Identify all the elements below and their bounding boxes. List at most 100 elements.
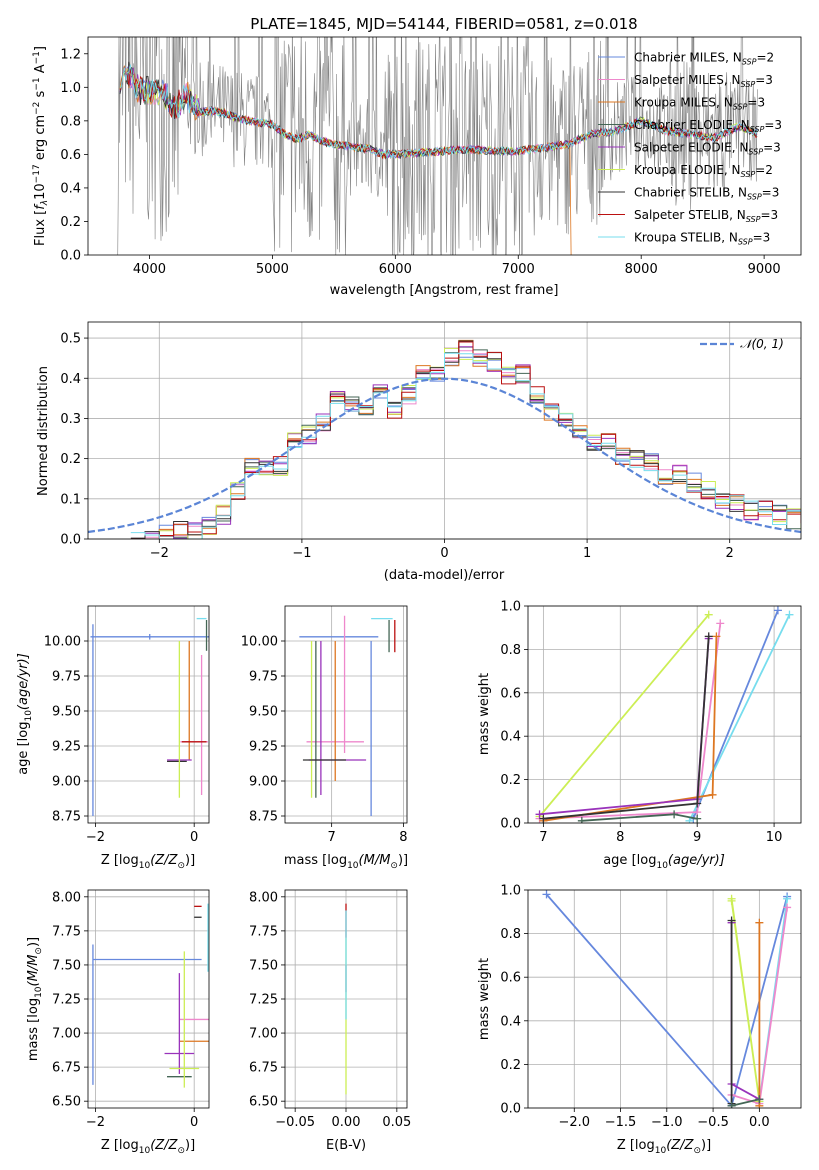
y-tick-label: 7.00 (52, 1027, 81, 1042)
x-tick-label: 7 (328, 830, 336, 845)
y-tick-label: 1.2 (60, 47, 81, 62)
label-part: ⊙ (177, 861, 185, 871)
weight-line-3 (688, 614, 791, 822)
y-tick-label: 0.6 (60, 148, 81, 163)
label-part: mass [log (284, 853, 347, 868)
x-axis-label: (data-model)/error (384, 568, 505, 583)
weight-marker (727, 1101, 736, 1108)
y-tick-label: 7.75 (249, 924, 278, 939)
x-axis-label: Z [log10(Z/Z⊙)] (101, 853, 195, 871)
label-part: 10 (656, 861, 668, 871)
y-tick-label: 0.4 (60, 372, 81, 387)
weight-line-1 (538, 614, 710, 818)
label-part: (Z/Z (666, 1138, 694, 1153)
plot-area (92, 903, 209, 1088)
label-part: )] (185, 853, 195, 868)
plot-area (299, 615, 396, 816)
x-tick-label: 0 (440, 546, 448, 561)
label-part: = (755, 163, 765, 177)
histogram-series-9 (130, 352, 801, 539)
axes-frame (527, 605, 802, 824)
y-axis-label: Normed distribution (36, 366, 51, 496)
y-tick-label: 0.0 (500, 817, 521, 832)
y-tick-label: 0.2 (500, 1058, 521, 1073)
label-part: N (738, 186, 747, 200)
y-tick-label: 6.75 (52, 1061, 81, 1076)
figure-title: PLATE=1845, MJD=54144, FIBERID=0581, z=0… (250, 15, 637, 33)
label-part: Flux [ (33, 210, 48, 246)
y-tick-label: 0.4 (500, 1014, 521, 1029)
label-part: Z [log (101, 853, 139, 868)
label-part: (Z/Z (150, 1138, 178, 1153)
legend-label-9: Kroupa STELIB, NSSP=3 (634, 231, 770, 247)
weight-line-4 (539, 623, 722, 820)
label-part: = (753, 231, 763, 245)
model-spectrum-line-9 (119, 64, 758, 159)
weight-marker (693, 799, 702, 808)
spectrum-panel: 4000 5000 6000 7000 8000 9000 0.0 0.2 0.4 0.6 0.8 1… (32, 36, 802, 298)
x-tick-label: 7 (539, 830, 547, 845)
label-part: −2 (32, 102, 42, 115)
weight-marker (704, 632, 713, 641)
label-part: 3 (757, 96, 765, 110)
y-axis-label: mass [log10(M/M⊙)] (26, 937, 44, 1061)
label-part: 10 (139, 1146, 151, 1156)
observed-spectrum-line (117, 37, 758, 255)
y-tick-label: 10.00 (44, 635, 81, 650)
axes-frame (284, 605, 408, 824)
y-tick-label: 0.2 (60, 215, 81, 230)
weight-marker (704, 610, 713, 619)
x-axis-label: E(B-V) (326, 1138, 366, 1153)
x-axis-label: wavelength [Angstrom, rest frame] (330, 283, 559, 298)
y-tick-label: 0.2 (60, 452, 81, 467)
x-tick-label: 5000 (256, 262, 289, 277)
label-part: −1 (32, 51, 42, 64)
histogram-series-2 (130, 350, 801, 539)
y-tick-label: 10.00 (241, 635, 278, 650)
legend-label-6: Kroupa ELODIE, NSSP=2 (634, 163, 773, 179)
x-tick-label: −2 (150, 546, 169, 561)
weight-marker (577, 816, 586, 823)
weight-marker (755, 1095, 764, 1104)
x-tick-label: 7000 (502, 262, 535, 277)
label-part: N (741, 118, 750, 132)
y-tick-label: 8.75 (52, 810, 81, 825)
weight-marker (535, 810, 544, 819)
y-tick-label: 0.2 (500, 773, 521, 788)
y-tick-label: 0.1 (60, 492, 81, 507)
y-tick-label: 0.0 (60, 249, 81, 264)
label-part: SSP (733, 103, 748, 112)
y-tick-label: 7.25 (249, 993, 278, 1008)
y-axis-label: age [log10(age/yr)] (16, 653, 34, 775)
model-spectrum-line-5 (119, 66, 758, 159)
x-tick-label: 6000 (379, 262, 412, 277)
y-axis-label: mass weight (477, 958, 492, 1040)
label-part: Z [log (101, 1138, 139, 1153)
y-tick-label: 0.8 (60, 114, 81, 129)
label-part: N (724, 96, 733, 110)
legend-label-normal: 𝒩(0, 1) (740, 337, 784, 351)
label-part: Chabrier MILES, (634, 51, 733, 65)
label-part: SSP (747, 193, 762, 202)
y-tick-label: 7.00 (249, 1027, 278, 1042)
label-part: age [log (603, 853, 656, 868)
label-part: (M/M (26, 955, 41, 987)
legend-label-4: Chabrier ELODIE, NSSP=3 (634, 118, 782, 134)
x-tick-label: 8 (399, 830, 407, 845)
y-axis-label: mass weight (477, 673, 492, 755)
y-tick-label: 0.0 (60, 533, 81, 548)
histogram-series-8 (130, 341, 801, 539)
label-part: 3 (772, 186, 780, 200)
y-tick-label: 0.6 (500, 686, 521, 701)
age-vs-mass-panel: 7 8 8.75 9.00 9.25 9.50 9.75 10.00 mass [log10(M… (241, 605, 408, 871)
label-part: (age/yr)] (668, 853, 725, 868)
label-part: Salpeter ELODIE, (634, 141, 739, 155)
weight-marker (693, 814, 702, 823)
x-tick-label: 0.0 (749, 1115, 770, 1130)
weight-marker (685, 816, 694, 823)
weight-marker (773, 606, 782, 615)
label-part: (Z/Z (150, 853, 178, 868)
label-part: 3 (771, 208, 779, 222)
weight-marker (716, 619, 725, 628)
